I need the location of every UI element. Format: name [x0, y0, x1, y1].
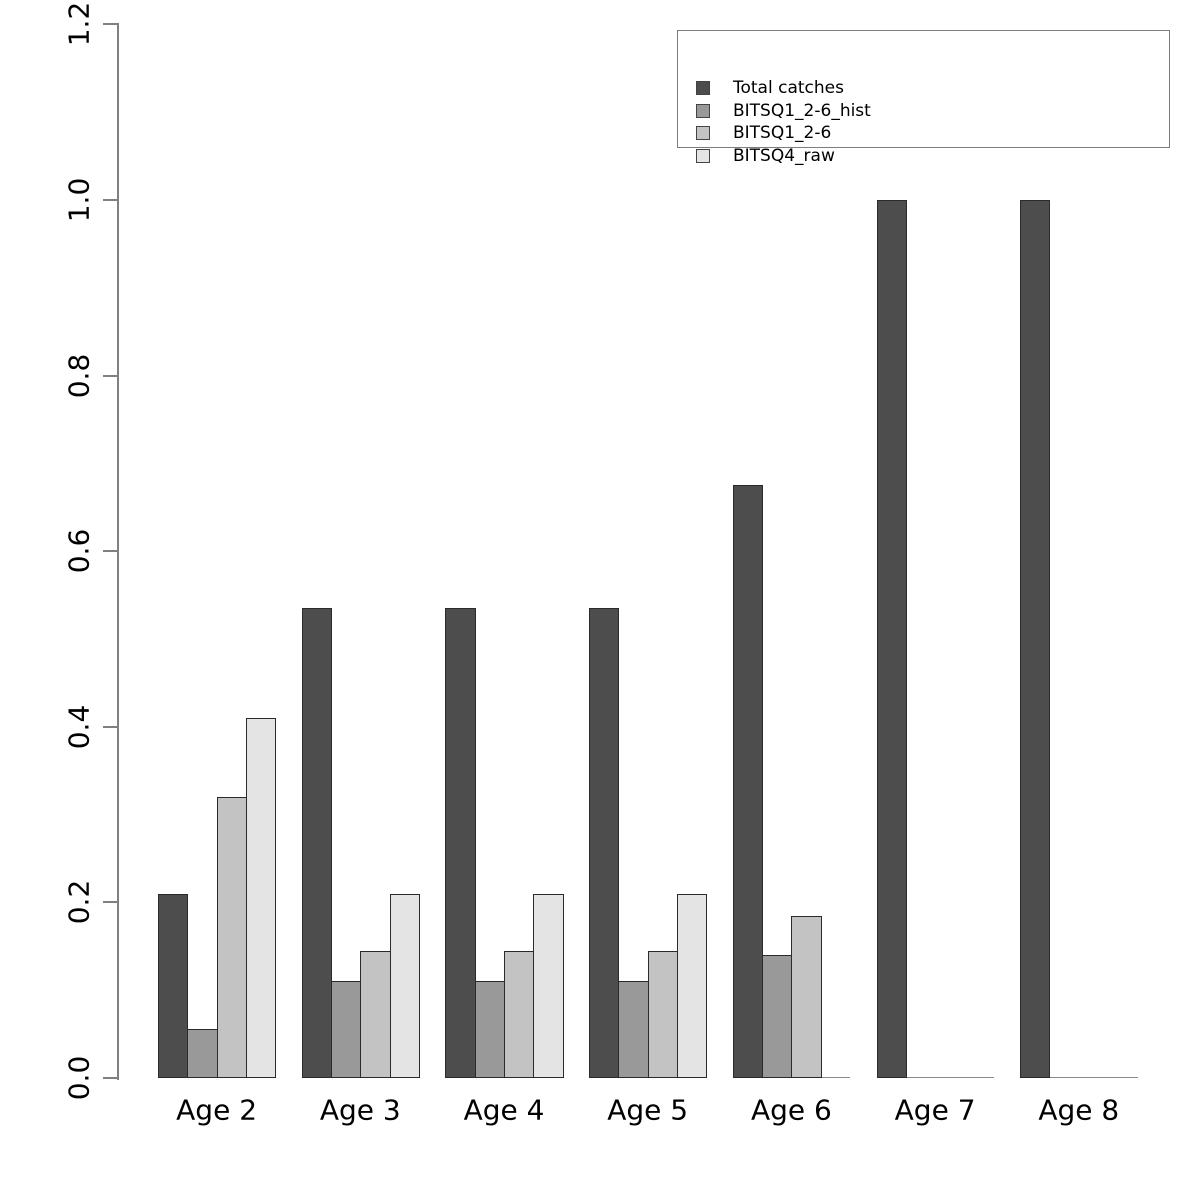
legend-swatch — [696, 126, 710, 141]
bar-age3-s2 — [360, 950, 391, 1078]
bar-age6-s0 — [732, 485, 764, 1078]
x-axis-label: Age 5 — [607, 1093, 689, 1127]
bar-age8-s0 — [1020, 200, 1051, 1078]
x-axis-label: Age 4 — [463, 1093, 545, 1127]
y-tick — [103, 550, 119, 553]
y-tick-label: 0.4 — [62, 704, 96, 750]
y-tick-label: 1.0 — [62, 177, 96, 223]
y-tick — [103, 374, 119, 377]
y-tick-label: 0.0 — [62, 1055, 96, 1101]
y-tick-label: 0.8 — [62, 353, 96, 398]
bar-age4-s1 — [474, 981, 505, 1078]
group-baseline — [1020, 1076, 1138, 1078]
legend-box: Total catches BITSQ1_2-6_hist BITSQ1_2-6 BI… — [677, 30, 1170, 166]
legend-label: BITSQ1_2-6 — [733, 123, 832, 144]
y-tick-label: 0.2 — [62, 880, 96, 925]
bar-age2-s0 — [158, 893, 189, 1078]
bar-age5-s2 — [647, 950, 678, 1078]
y-tick — [103, 725, 119, 728]
bar-age5-s0 — [589, 608, 620, 1078]
bar-age5-s3 — [677, 893, 708, 1078]
y-tick — [103, 901, 119, 904]
bar-age2-s1 — [187, 1028, 218, 1078]
x-axis-label: Age 3 — [319, 1093, 401, 1127]
bar-age2-s3 — [245, 718, 277, 1078]
bar-age7-s0 — [876, 200, 907, 1078]
legend-label: BITSQ4_raw — [733, 146, 835, 167]
bar-age4-s2 — [504, 950, 535, 1078]
bar-age4-s0 — [445, 608, 476, 1078]
y-axis-line — [117, 24, 119, 1080]
bar-age4-s3 — [533, 893, 564, 1078]
bar-age6-s1 — [762, 955, 793, 1078]
x-axis-label: Age 6 — [750, 1093, 832, 1127]
bar-age6-s2 — [791, 915, 822, 1078]
legend-swatch — [696, 149, 710, 164]
legend-label: BITSQ1_2-6_hist — [733, 100, 871, 121]
x-axis-label: Age 7 — [894, 1093, 976, 1127]
y-tick — [103, 199, 119, 201]
group-baseline — [876, 1076, 995, 1078]
x-axis-label: Age 8 — [1038, 1093, 1120, 1127]
bar-age3-s3 — [389, 893, 420, 1078]
bar-age3-s1 — [331, 981, 362, 1078]
y-tick — [103, 23, 119, 26]
y-tick — [103, 1077, 119, 1079]
bar-age3-s0 — [301, 608, 332, 1078]
bar-age5-s1 — [618, 981, 649, 1078]
y-tick-label: 1.2 — [62, 2, 96, 47]
bar-age2-s2 — [216, 797, 247, 1078]
legend-swatch — [696, 103, 710, 118]
legend-label: Total catches — [733, 78, 844, 98]
x-axis-label: Age 2 — [176, 1093, 258, 1127]
y-tick-label: 0.6 — [62, 528, 96, 574]
legend-swatch — [696, 81, 710, 95]
